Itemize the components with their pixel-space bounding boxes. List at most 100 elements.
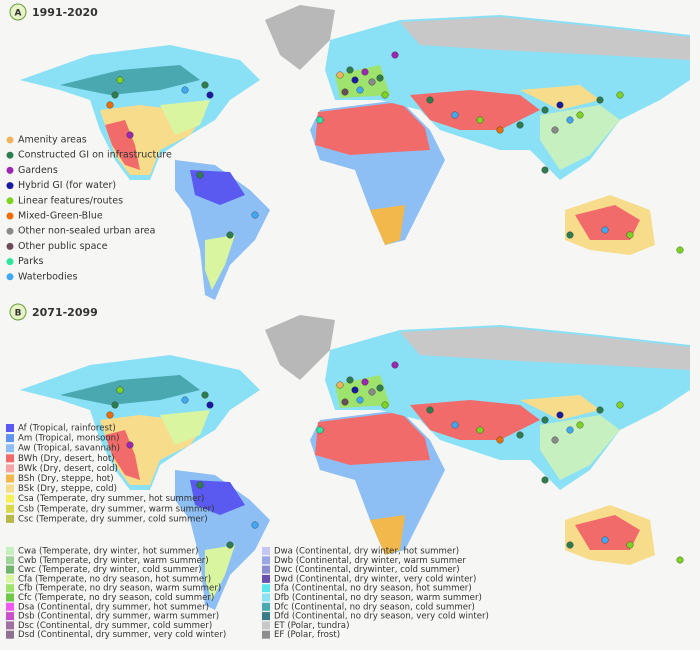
site-dot bbox=[676, 246, 684, 254]
legend-swatch bbox=[6, 227, 14, 235]
legend-swatch bbox=[6, 182, 14, 190]
climate-swatch bbox=[6, 424, 14, 432]
legend-label: Linear features/routes bbox=[18, 195, 123, 206]
climate-label: Cfb (Temperate, no dry season, warm summ… bbox=[18, 584, 221, 594]
climate-label: Aw (Tropical, savannah) bbox=[18, 444, 120, 454]
panel-letter: B bbox=[15, 309, 22, 319]
site-dot bbox=[116, 76, 124, 84]
panel-period: 1991-2020 bbox=[32, 6, 98, 19]
climate-label: Dwc (Continental, drywinter, cold summer… bbox=[274, 565, 460, 575]
site-dot bbox=[106, 101, 114, 109]
legend-swatch bbox=[6, 273, 14, 281]
climate-swatch bbox=[6, 593, 14, 602]
site-dot bbox=[341, 88, 349, 96]
site-dot bbox=[351, 386, 359, 394]
site-dot bbox=[541, 166, 549, 174]
site-dot bbox=[368, 388, 376, 396]
panel-badge bbox=[9, 3, 27, 21]
site-dot bbox=[381, 91, 389, 99]
climate-swatch bbox=[6, 474, 14, 483]
climate-label: Cwc (Temperate, dry winter, cold summer) bbox=[18, 565, 202, 575]
climate-swatch bbox=[262, 630, 270, 639]
climate-label: Dfc (Continental, no dry season, cold su… bbox=[274, 602, 475, 612]
legend-label: Parks bbox=[18, 256, 44, 267]
site-dot bbox=[361, 378, 369, 386]
site-dot bbox=[566, 541, 574, 549]
climate-swatch bbox=[6, 584, 14, 593]
site-dot bbox=[196, 171, 204, 179]
climate-label: Af (Tropical, rainforest) bbox=[18, 424, 116, 434]
site-dot bbox=[596, 96, 604, 104]
climate-label: Dsa (Continental, dry summer, hot summer… bbox=[18, 602, 209, 612]
climate-label: BWh (Dry, desert, hot) bbox=[18, 454, 115, 464]
site-dot bbox=[111, 91, 119, 99]
site-dot bbox=[116, 386, 124, 394]
site-dot bbox=[626, 541, 634, 549]
site-dot bbox=[251, 521, 259, 529]
site-dot bbox=[601, 226, 609, 234]
climate-swatch bbox=[262, 593, 270, 602]
site-dot bbox=[346, 66, 354, 74]
climate-swatch bbox=[6, 621, 14, 630]
climate-swatch bbox=[6, 612, 14, 621]
climate-label: Dfa (Continental, no dry season, hot sum… bbox=[274, 584, 472, 594]
site-dot bbox=[576, 421, 584, 429]
climate-swatch bbox=[262, 584, 270, 593]
climate-label: Cwa (Temperate, dry winter, hot summer) bbox=[18, 547, 198, 557]
climate-label: Cwb (Temperate, dry winter, warm summer) bbox=[18, 556, 209, 566]
site-dot bbox=[476, 426, 484, 434]
climate-swatch bbox=[262, 621, 270, 630]
site-dot bbox=[556, 411, 564, 419]
climate-swatch bbox=[262, 556, 270, 565]
site-dot bbox=[376, 384, 384, 392]
climate-label: EF (Polar, frost) bbox=[274, 630, 340, 640]
climate-swatch bbox=[6, 574, 14, 583]
site-dot bbox=[336, 71, 344, 79]
climate-swatch bbox=[6, 464, 14, 473]
panel-period: 2071-2099 bbox=[32, 306, 98, 319]
legend-swatch bbox=[6, 166, 14, 174]
site-dot bbox=[576, 111, 584, 119]
climate-label: Cfc (Temperate, no dry season, cold summ… bbox=[18, 593, 214, 603]
climate-label: BSh (Dry, steppe, hot) bbox=[18, 474, 114, 484]
site-dot bbox=[566, 116, 574, 124]
site-dot bbox=[566, 426, 574, 434]
site-dot bbox=[616, 401, 624, 409]
climate-swatch bbox=[6, 630, 14, 639]
site-dot bbox=[201, 81, 209, 89]
site-dot bbox=[201, 391, 209, 399]
climate-swatch bbox=[6, 547, 14, 555]
site-dot bbox=[391, 361, 399, 369]
climate-swatch bbox=[6, 494, 14, 503]
site-dot bbox=[356, 86, 364, 94]
legend-swatch bbox=[6, 197, 14, 205]
site-dot bbox=[426, 406, 434, 414]
legend-label: Mixed-Green-Blue bbox=[18, 211, 103, 222]
legend-label: Waterbodies bbox=[18, 271, 77, 282]
site-dot bbox=[596, 406, 604, 414]
climate-swatch bbox=[6, 434, 14, 443]
climate-swatch bbox=[262, 574, 270, 583]
climate-swatch bbox=[6, 602, 14, 611]
site-dot bbox=[516, 431, 524, 439]
climate-label: Am (Tropical, monsoon) bbox=[18, 434, 119, 444]
climate-label: BSk (Dry, steppe, cold) bbox=[18, 484, 117, 494]
site-dot bbox=[376, 74, 384, 82]
site-dot bbox=[541, 416, 549, 424]
site-dot bbox=[541, 106, 549, 114]
climate-label: Dwd (Continental, dry winter, very cold … bbox=[274, 574, 476, 584]
site-dot bbox=[556, 101, 564, 109]
climate-label: Dwb (Continental, dry winter, warm summe… bbox=[274, 556, 466, 566]
climate-label: Dfb (Continental, no dry season, warm su… bbox=[274, 593, 482, 603]
climate-label: Dsb (Continental, dry summer, warm summe… bbox=[18, 612, 219, 622]
site-dot bbox=[196, 481, 204, 489]
site-dot bbox=[206, 401, 214, 409]
climate-swatch bbox=[6, 565, 14, 574]
site-dot bbox=[346, 376, 354, 384]
site-dot bbox=[541, 476, 549, 484]
legend-label: Other non-sealed urban area bbox=[18, 226, 155, 237]
legend-swatch bbox=[6, 242, 14, 250]
site-dot bbox=[356, 396, 364, 404]
legend-swatch bbox=[6, 212, 14, 220]
